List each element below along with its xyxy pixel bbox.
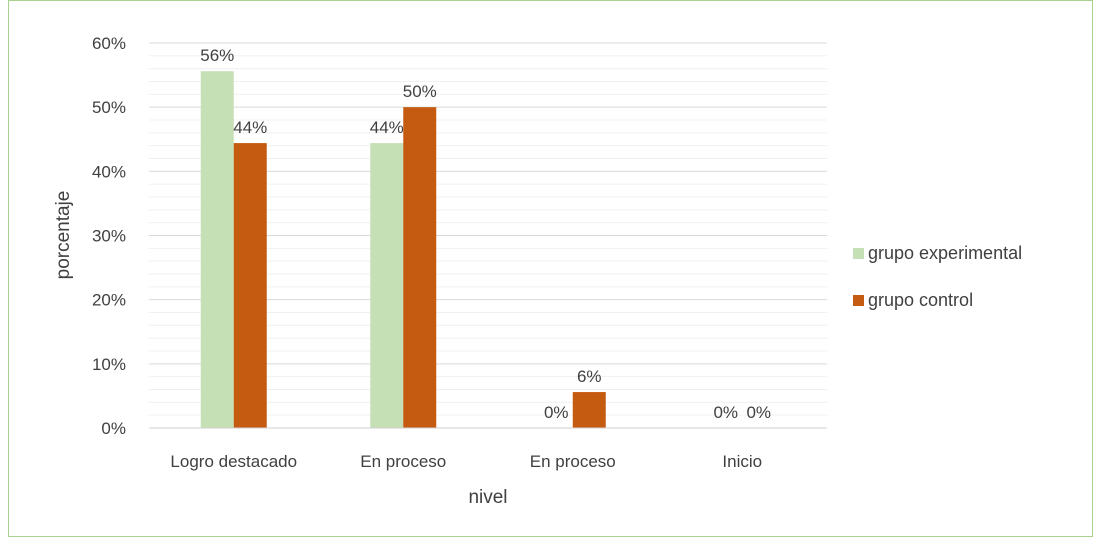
y-axis-ticks: 0% 10% 20% 30% 40% 50% 60% (92, 34, 126, 438)
x-axis-ticks: Logro destacado En proceso En proceso Inici… (170, 452, 762, 471)
y-tick-label: 40% (92, 162, 126, 181)
data-labels: 56% 44% 44% 50% 0% 6% 0% 0% (200, 46, 771, 422)
legend-label: grupo control (868, 290, 973, 310)
y-tick-label: 60% (92, 34, 126, 53)
x-tick-label: Inicio (722, 452, 762, 471)
chart-frame (8, 0, 1093, 537)
bar-grupo-experimental-0 (200, 71, 234, 428)
bar-grupo-control-0 (233, 143, 267, 428)
legend-swatch (853, 295, 864, 306)
x-tick-label: Logro destacado (170, 452, 297, 471)
bars (200, 71, 606, 429)
y-tick-label: 10% (92, 355, 126, 374)
legend-swatch (853, 248, 864, 259)
legend: grupo experimental grupo control (853, 243, 1022, 310)
data-label: 0% (746, 403, 771, 422)
data-label: 0% (713, 403, 738, 422)
y-axis-title: porcentaje (53, 191, 74, 280)
y-tick-label: 50% (92, 98, 126, 117)
x-tick-label: En proceso (360, 452, 446, 471)
y-tick-label: 20% (92, 291, 126, 310)
data-label: 56% (200, 46, 234, 65)
data-label: 0% (544, 403, 569, 422)
bar-grupo-control-2 (572, 392, 606, 428)
data-label: 50% (403, 82, 437, 101)
data-label: 44% (370, 118, 404, 137)
data-label: 6% (577, 367, 602, 386)
y-tick-label: 0% (101, 419, 126, 438)
legend-label: grupo experimental (868, 243, 1022, 263)
y-tick-label: 30% (92, 227, 126, 246)
x-axis-title: nivel (468, 487, 507, 508)
data-label: 44% (233, 118, 267, 137)
bar-grupo-experimental-1 (370, 143, 404, 428)
x-tick-label: En proceso (530, 452, 616, 471)
bar-grupo-control-1 (403, 107, 437, 429)
